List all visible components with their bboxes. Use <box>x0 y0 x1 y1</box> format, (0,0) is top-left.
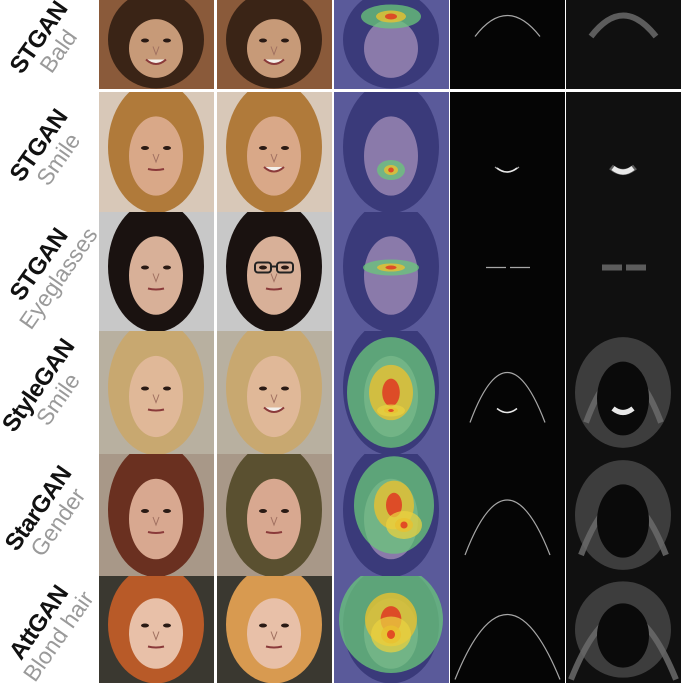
attention-heatmap <box>334 92 449 212</box>
original-image <box>99 331 214 454</box>
original-image <box>99 0 214 89</box>
attention-heatmap <box>334 576 449 683</box>
attention-heatmap <box>334 212 449 331</box>
residual-map <box>450 0 565 89</box>
smoothed-residual-map <box>566 331 681 454</box>
row-label: STGAN Smile <box>0 92 97 212</box>
manipulated-image <box>217 454 332 576</box>
attention-heatmap <box>334 454 449 576</box>
manipulated-image <box>217 0 332 89</box>
residual-map <box>450 212 565 331</box>
row-label: STGAN Bald <box>0 0 97 89</box>
smoothed-residual-map <box>566 454 681 576</box>
row-label: STGAN Eyeglasses <box>0 212 97 331</box>
smoothed-residual-map <box>566 92 681 212</box>
row-label: StyleGAN Smile <box>0 331 97 454</box>
original-image <box>99 212 214 331</box>
attention-heatmap <box>334 331 449 454</box>
original-image <box>99 576 214 683</box>
figure-row: AttGAN Blond hair <box>0 576 683 683</box>
smoothed-residual-map <box>566 576 681 683</box>
residual-map <box>450 92 565 212</box>
figure-row: STGAN Bald <box>0 0 683 89</box>
figure-row: StyleGAN Smile <box>0 331 683 454</box>
figure-row: STGAN Eyeglasses <box>0 212 683 331</box>
residual-map <box>450 454 565 576</box>
row-label: AttGAN Blond hair <box>0 576 97 683</box>
residual-map <box>450 576 565 683</box>
original-image <box>99 92 214 212</box>
smoothed-residual-map <box>566 212 681 331</box>
manipulated-image <box>217 331 332 454</box>
original-image <box>99 454 214 576</box>
manipulated-image <box>217 92 332 212</box>
residual-map <box>450 331 565 454</box>
figure-row: StarGAN Gender <box>0 454 683 576</box>
attention-heatmap <box>334 0 449 89</box>
manipulated-image <box>217 212 332 331</box>
smoothed-residual-map <box>566 0 681 89</box>
row-label: StarGAN Gender <box>0 454 97 576</box>
manipulated-image <box>217 576 332 683</box>
figure-row: STGAN Smile <box>0 92 683 212</box>
